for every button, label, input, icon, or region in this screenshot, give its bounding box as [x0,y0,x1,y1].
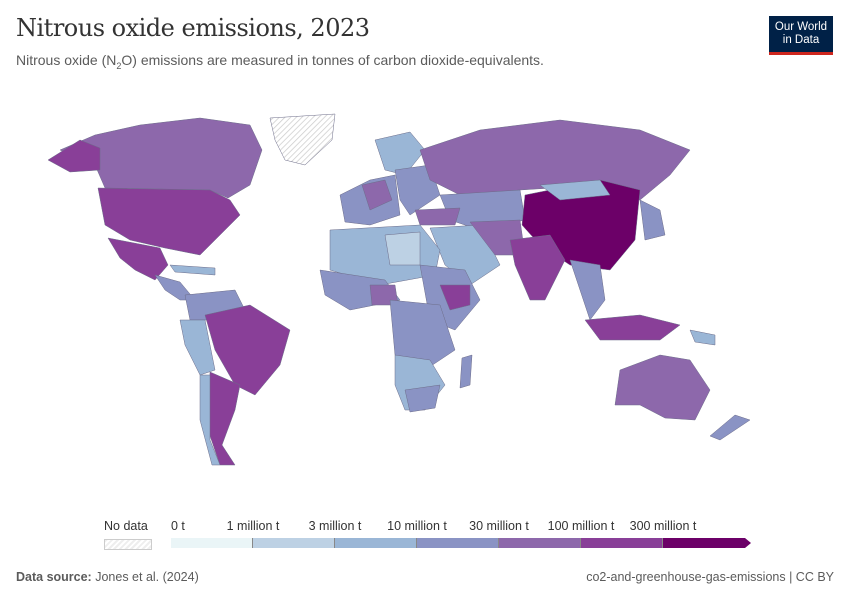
country-brazil[interactable] [204,304,291,396]
country-ethiopia[interactable] [439,284,471,311]
data-source: Data source: Jones et al. (2024) [16,570,199,584]
country-mongolia[interactable] [539,179,611,201]
country-greenland[interactable] [269,113,336,166]
country-japan-korea[interactable] [639,199,666,241]
legend-tick-label: 3 million t [308,519,362,533]
country-scandinavia[interactable] [374,131,426,176]
country-usa[interactable] [97,187,241,256]
legend-no-data-label: No data [104,519,148,533]
country-russia[interactable] [419,119,691,201]
chart-slug-license[interactable]: co2-and-greenhouse-gas-emissions | CC BY [586,570,834,584]
chart-subtitle: Nitrous oxide (N2O) emissions are measur… [16,52,544,71]
country-canada[interactable] [59,117,263,199]
legend-swatch[interactable] [335,538,417,548]
country-south-africa[interactable] [404,384,441,413]
legend-tick-label: 100 million t [547,519,615,533]
country-europe-east[interactable] [394,164,441,216]
country-central-africa[interactable] [389,299,456,371]
country-libya[interactable] [384,231,421,266]
country-middle-east[interactable] [429,224,501,286]
source-link[interactable]: Jones et al. (2024) [95,570,199,584]
country-caribbean[interactable] [169,264,216,276]
legend-swatch[interactable] [499,538,581,548]
legend-swatch[interactable] [253,538,335,548]
legend-tick-label: 0 t [171,519,185,533]
legend-swatch[interactable] [663,538,745,548]
legend-swatch[interactable] [581,538,663,548]
legend-arrow [745,538,751,548]
country-madagascar[interactable] [459,354,473,389]
legend-color-bar [171,538,751,548]
country-peru-bolivia[interactable] [179,319,216,376]
country-indonesia[interactable] [584,314,681,341]
owid-logo[interactable]: Our World in Data [769,16,833,55]
chart-title: Nitrous oxide emissions, 2023 [16,14,370,42]
legend-no-data-swatch[interactable] [104,539,152,550]
country-alaska[interactable] [47,139,101,173]
legend-tick-label: 300 million t [629,519,697,533]
world-map [47,113,751,466]
country-india[interactable] [509,234,566,301]
legend-tick-label: 30 million t [469,519,529,533]
legend-tick-label: 1 million t [226,519,280,533]
country-new-zealand[interactable] [709,414,751,441]
country-australia[interactable] [614,354,711,421]
country-france[interactable] [361,179,393,211]
country-png[interactable] [689,329,716,346]
country-turkey[interactable] [414,207,461,226]
legend-swatch[interactable] [171,538,253,548]
legend-tick-label: 10 million t [387,519,447,533]
country-southeast-asia[interactable] [569,259,606,321]
country-mexico[interactable] [107,237,169,281]
country-chile[interactable] [199,374,221,466]
legend-swatch[interactable] [417,538,499,548]
